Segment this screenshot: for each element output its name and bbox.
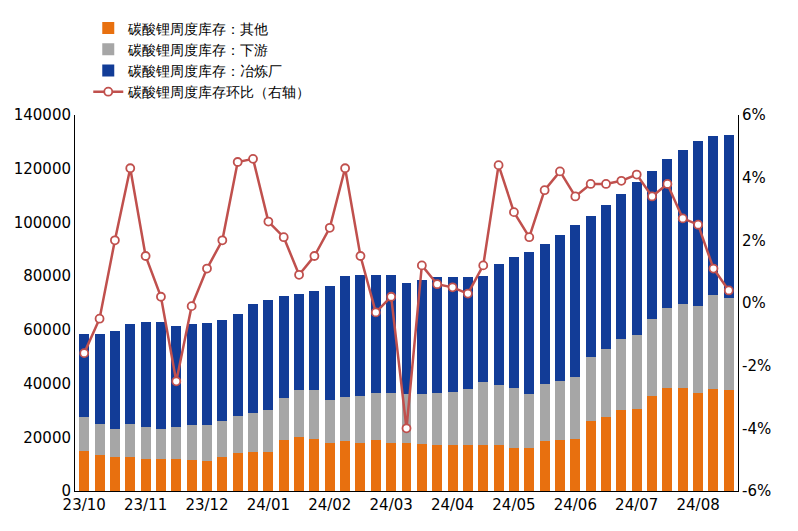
svg-text:24/05: 24/05 <box>492 496 535 514</box>
svg-text:23/10: 23/10 <box>63 496 106 514</box>
svg-text:20000: 20000 <box>23 429 71 447</box>
svg-text:24/06: 24/06 <box>554 496 597 514</box>
svg-text:0: 0 <box>61 482 71 500</box>
svg-text:100000: 100000 <box>14 214 71 232</box>
svg-text:24/02: 24/02 <box>308 496 351 514</box>
svg-text:140000: 140000 <box>14 106 71 124</box>
svg-text:0%: 0% <box>742 294 766 312</box>
svg-text:2%: 2% <box>742 232 766 250</box>
svg-text:40000: 40000 <box>23 375 71 393</box>
svg-text:23/11: 23/11 <box>124 496 167 514</box>
svg-text:-2%: -2% <box>742 357 771 375</box>
svg-text:60000: 60000 <box>23 321 71 339</box>
svg-text:碳酸锂周度库存：冶炼厂: 碳酸锂周度库存：冶炼厂 <box>127 63 282 79</box>
svg-text:80000: 80000 <box>23 267 71 285</box>
svg-text:碳酸锂周度库存：下游: 碳酸锂周度库存：下游 <box>127 42 268 58</box>
svg-text:4%: 4% <box>742 169 766 187</box>
svg-text:24/03: 24/03 <box>370 496 413 514</box>
svg-text:24/07: 24/07 <box>615 496 658 514</box>
svg-text:23/12: 23/12 <box>185 496 228 514</box>
svg-text:碳酸锂周度库存：其他: 碳酸锂周度库存：其他 <box>127 21 268 37</box>
svg-text:120000: 120000 <box>14 160 71 178</box>
svg-text:碳酸锂周度库存环比（右轴）: 碳酸锂周度库存环比（右轴） <box>127 84 310 100</box>
svg-text:24/04: 24/04 <box>431 496 474 514</box>
svg-text:6%: 6% <box>742 106 766 124</box>
svg-text:-6%: -6% <box>742 482 771 500</box>
svg-text:24/01: 24/01 <box>247 496 290 514</box>
svg-text:24/08: 24/08 <box>676 496 719 514</box>
svg-text:-4%: -4% <box>742 420 771 438</box>
